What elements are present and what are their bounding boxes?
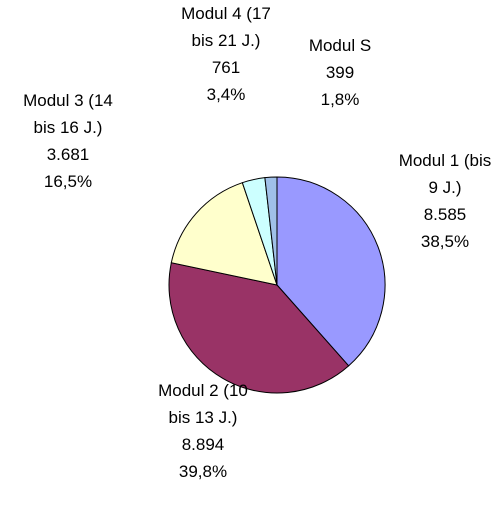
percent-label: 39,8% — [178, 462, 228, 481]
pie-slice — [264, 176, 278, 286]
pie-slice — [276, 176, 386, 367]
category-label: Modul 2 (10 bis 13 J.) — [158, 381, 248, 427]
slice-label: Modul 2 (10 bis 13 J.) 8.894 39,8% — [155, 377, 251, 485]
percent-label: 3,4% — [206, 85, 246, 104]
category-label: Modul 4 (17 bis 21 J.) — [181, 4, 271, 50]
slice-label: Modul 4 (17 bis 21 J.) 761 3,4% — [178, 0, 274, 108]
slice-label: Modul 3 (14 bis 16 J.) 3.681 16,5% — [20, 87, 116, 195]
value-label: 8.894 — [181, 435, 225, 454]
category-label: Modul 1 (bis 9 J.) — [398, 151, 492, 197]
percent-label: 1,8% — [320, 90, 360, 109]
percent-label: 16,5% — [43, 172, 93, 191]
value-label: 8.585 — [423, 205, 467, 224]
value-label: 761 — [211, 58, 241, 77]
value-label: 3.681 — [46, 145, 90, 164]
category-label: Modul S — [308, 36, 372, 55]
value-label: 399 — [325, 63, 355, 82]
slice-label: Modul S 399 1,8% — [292, 32, 388, 113]
slice-label: Modul 1 (bis 9 J.) 8.585 38,5% — [397, 147, 493, 255]
pie-slice — [168, 262, 350, 394]
category-label: Modul 3 (14 bis 16 J.) — [23, 91, 113, 137]
percent-label: 38,5% — [420, 232, 470, 251]
